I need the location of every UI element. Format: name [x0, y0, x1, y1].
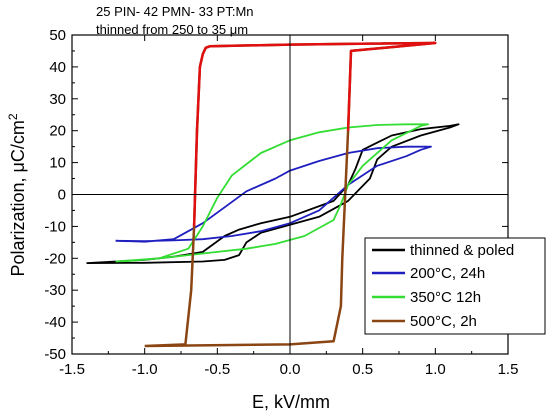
series-line-0	[86, 123, 460, 264]
x-axis-title: E, kV/mm	[252, 392, 330, 412]
annotation-line-1: 25 PIN- 42 PMN- 33 PT:Mn	[96, 4, 254, 19]
series-layer	[86, 41, 460, 348]
legend-label-500c: 500°C, 2h	[410, 313, 477, 330]
y-tick-label: 20	[49, 123, 66, 140]
y-tick-label: 50	[49, 27, 66, 44]
y-tick-label: 30	[49, 91, 66, 108]
x-tick-label: -0.5	[204, 361, 230, 378]
x-tick-label: -1.5	[59, 361, 85, 378]
ticks-layer: -1.5 -1.0 -0.5 0.0 0.5 1.0 1.5 -50 -40 -30 -20 -10 0…	[44, 27, 518, 378]
y-tick-label: -50	[44, 346, 66, 363]
y-tick-label: -30	[44, 282, 66, 299]
x-tick-label: 0.0	[280, 361, 301, 378]
series-line-1	[115, 145, 432, 243]
series-line-2	[115, 123, 430, 263]
legend-box	[364, 237, 546, 335]
x-tick-label: 1.5	[498, 361, 519, 378]
y-axis-title-main: Polarization, μC/cm	[8, 120, 28, 276]
legend-label-200c: 200°C, 24h	[410, 265, 485, 282]
y-axis-title: Polarization, μC/cm2	[6, 113, 28, 276]
legend-label-350c: 350°C 12h	[410, 289, 481, 306]
x-tick-label: -1.0	[132, 361, 158, 378]
y-axis-title-superscript: 2	[6, 113, 20, 120]
y-tick-label: 10	[49, 155, 66, 172]
x-tick-label: 1.0	[425, 361, 446, 378]
legend: thinned & poled 200°C, 24h 350°C 12h 500…	[364, 237, 546, 335]
x-tick-label: 0.5	[352, 361, 373, 378]
series-line-3-upper-branch	[192, 41, 437, 227]
y-tick-label: -10	[44, 218, 66, 235]
y-tick-label: -40	[44, 314, 66, 331]
legend-label-thinned-poled: thinned & poled	[410, 242, 514, 259]
y-tick-label: -20	[44, 250, 66, 267]
annotation-line-2: thinned from 250 to 35 μm	[96, 22, 248, 37]
y-tick-label: 40	[49, 59, 66, 76]
y-tick-label: 0	[58, 187, 66, 204]
